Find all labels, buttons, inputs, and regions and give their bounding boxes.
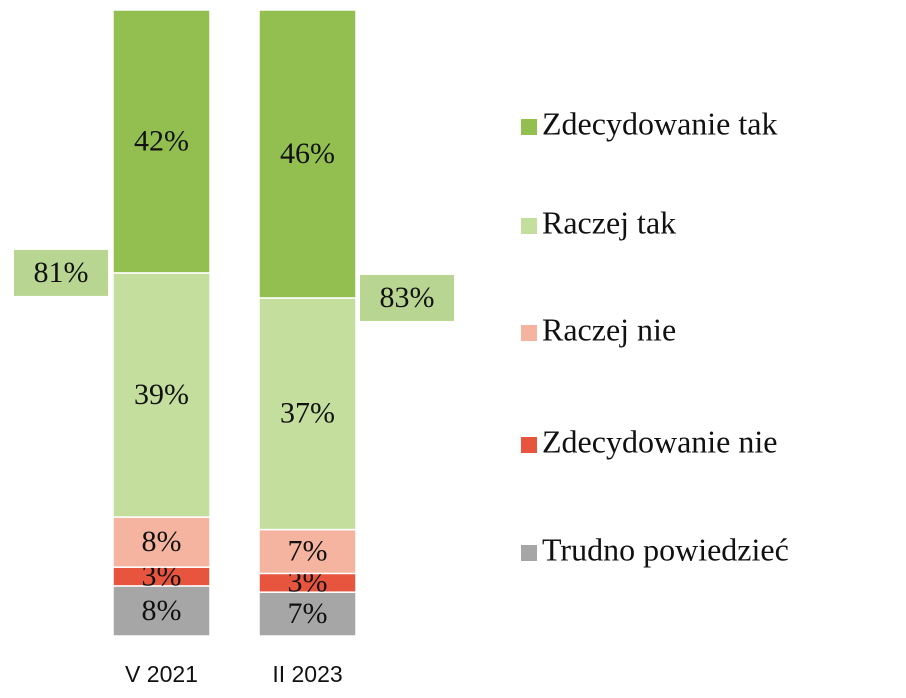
value-label: 37% [280,397,335,430]
value-label: 42% [134,124,189,157]
value-label: 7% [288,597,328,630]
legend-swatch [521,437,537,453]
bar-segment [112,585,211,637]
legend-label: Trudno powiedzieć [542,531,789,567]
legend-swatch [521,325,537,341]
legend-swatch [521,218,537,234]
legend-label: Zdecydowanie tak [542,105,777,141]
annotation-box [360,274,454,321]
annotation-box [14,249,108,296]
bar-segment [112,9,211,274]
x-tick-label: II 2023 [272,661,342,687]
bar-segment [258,528,357,575]
legend-label: Raczej nie [542,311,676,347]
legend-label: Zdecydowanie nie [542,423,777,459]
legend-swatch [521,545,537,561]
legend-label: Raczej tak [542,204,676,240]
value-label: 8% [142,525,182,558]
bar-segment [258,9,357,299]
value-label: 8% [142,594,182,627]
bar-segment [112,272,211,518]
value-label: 46% [280,137,335,170]
x-tick-label: V 2021 [125,661,198,687]
annotation-label: 83% [380,281,435,314]
value-label: 39% [134,378,189,411]
value-label: 7% [288,534,328,567]
legend-swatch [521,119,537,135]
bar-segment [112,516,211,568]
annotation-label: 81% [34,256,89,289]
